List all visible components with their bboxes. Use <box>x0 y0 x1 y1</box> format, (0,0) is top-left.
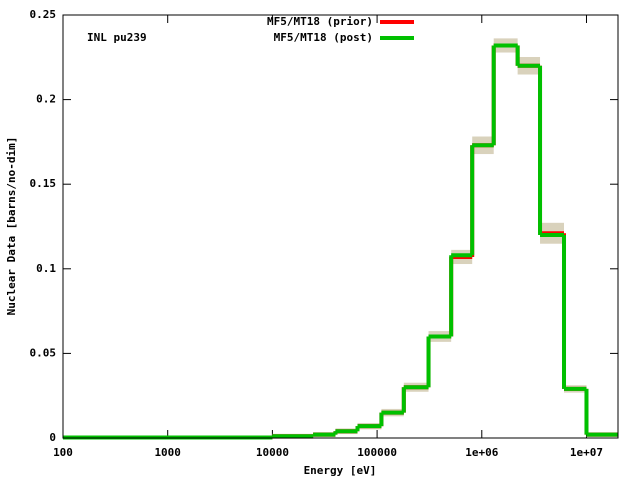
x-tick-label: 1e+06 <box>465 446 498 459</box>
x-tick-label: 1000 <box>154 446 181 459</box>
x-tick-label: 100000 <box>357 446 397 459</box>
x-tick-label: 100 <box>53 446 73 459</box>
y-tick-label: 0.2 <box>36 93 56 106</box>
y-tick-label: 0.1 <box>36 262 56 275</box>
x-axis-label: Energy [eV] <box>304 464 377 477</box>
y-tick-label: 0.05 <box>30 346 57 359</box>
plot-border <box>62 14 619 439</box>
y-tick-label: 0 <box>49 431 56 444</box>
legend-label: MF5/MT18 (post) <box>274 31 373 44</box>
annotation: INL pu239 <box>87 31 147 44</box>
y-tick-label: 0.15 <box>30 177 57 190</box>
y-tick-label: 0.25 <box>30 8 57 21</box>
x-tick-label: 1e+07 <box>570 446 603 459</box>
x-tick-label: 10000 <box>256 446 289 459</box>
y-axis-label: Nuclear Data [barns/no-dim] <box>5 137 18 316</box>
legend-label: MF5/MT18 (prior) <box>267 15 373 28</box>
